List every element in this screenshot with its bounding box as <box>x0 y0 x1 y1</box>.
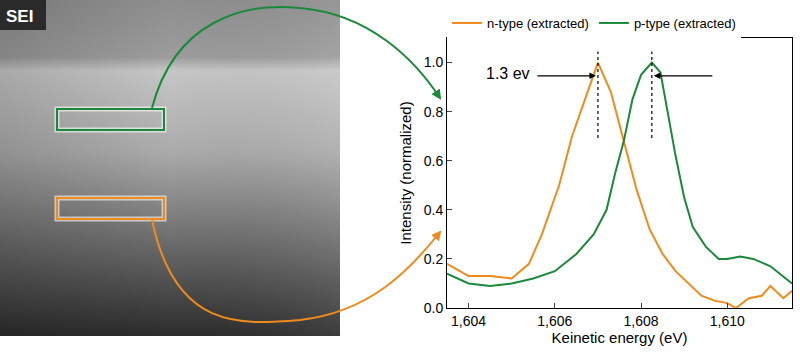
svg-text:0.8: 0.8 <box>424 104 444 120</box>
svg-text:0.0: 0.0 <box>424 300 444 316</box>
svg-text:0.4: 0.4 <box>424 202 444 218</box>
svg-text:1,604: 1,604 <box>451 313 486 329</box>
svg-text:1,606: 1,606 <box>537 313 572 329</box>
svg-text:1.0: 1.0 <box>424 54 444 70</box>
svg-text:n-type (extracted): n-type (extracted) <box>487 16 589 31</box>
svg-text:Keinetic energy (eV): Keinetic energy (eV) <box>552 329 688 346</box>
svg-text:SEI: SEI <box>6 7 33 26</box>
svg-text:0.2: 0.2 <box>424 251 444 267</box>
svg-text:0.6: 0.6 <box>424 153 444 169</box>
svg-text:1.3 ev: 1.3 ev <box>486 65 530 82</box>
svg-text:1,608: 1,608 <box>624 313 659 329</box>
svg-text:p-type (extracted): p-type (extracted) <box>634 16 736 31</box>
svg-text:Intensity (normalized): Intensity (normalized) <box>397 101 414 244</box>
svg-text:1,610: 1,610 <box>710 313 745 329</box>
